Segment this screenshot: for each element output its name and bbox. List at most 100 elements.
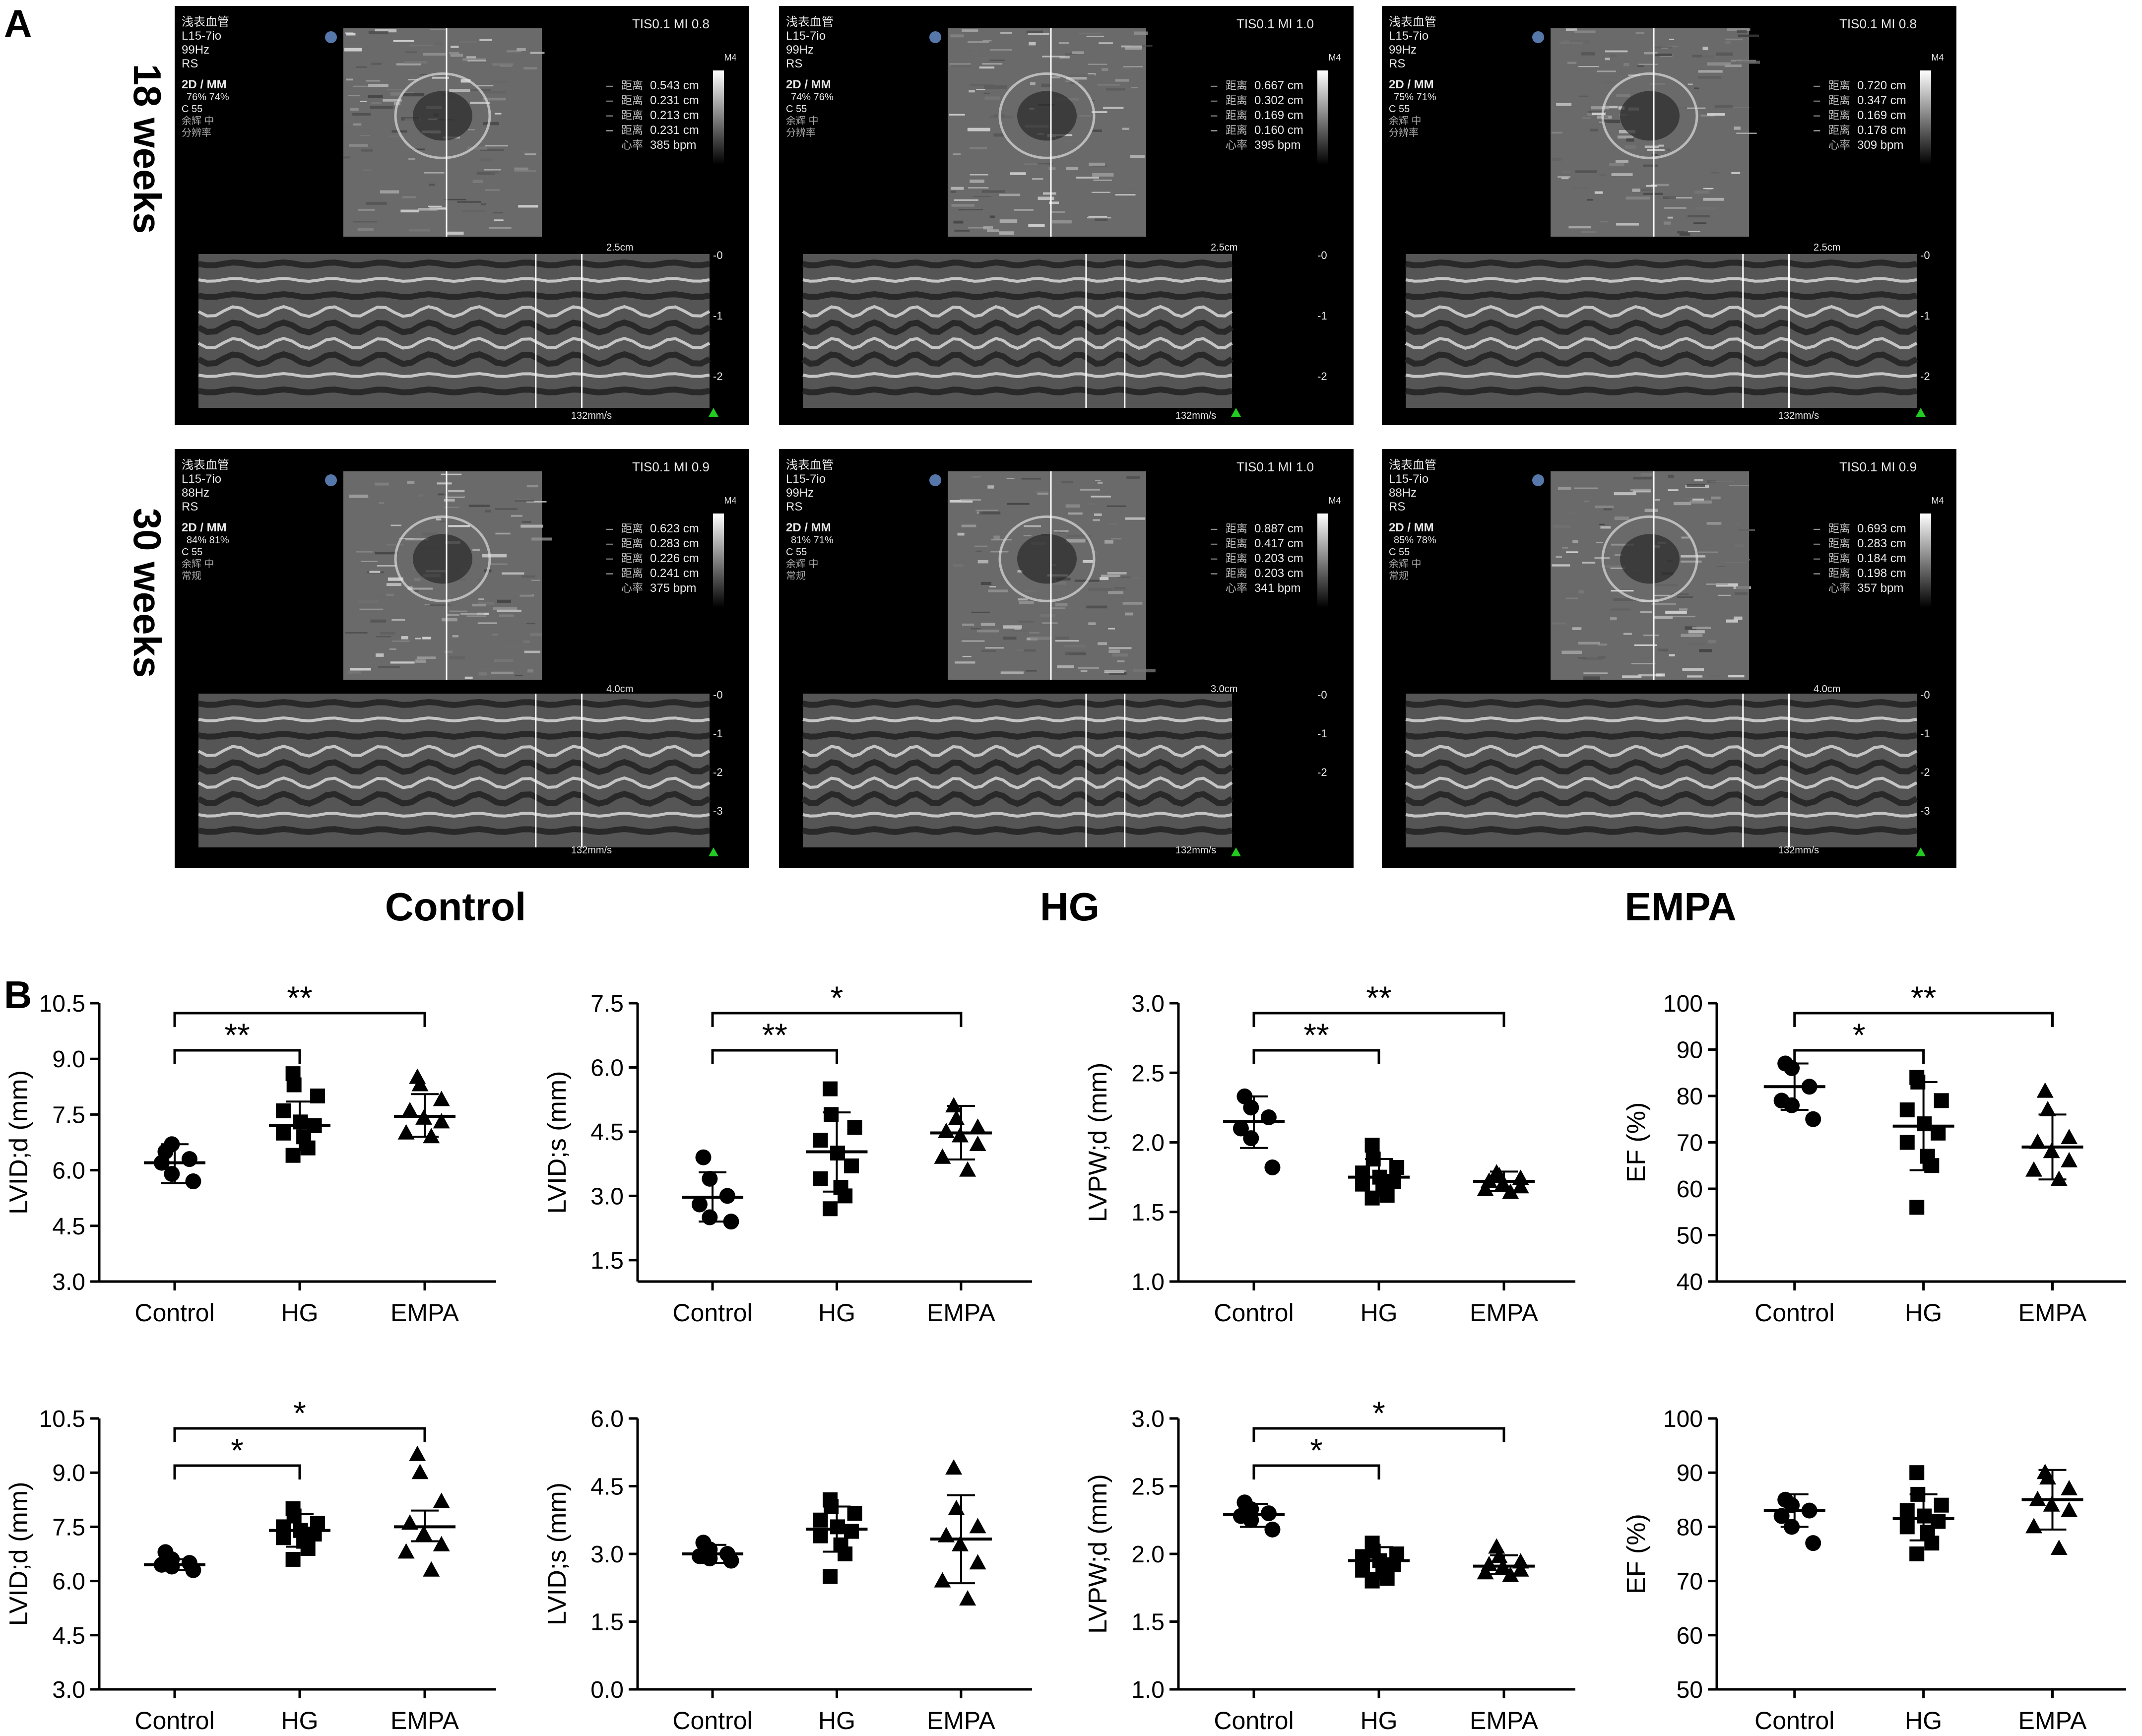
speckle (1677, 231, 1688, 234)
m-mode-band (802, 716, 1233, 723)
speckle (1650, 83, 1665, 85)
data-point-circle (695, 1149, 712, 1165)
m-mode-band (1405, 716, 1917, 723)
distance-label: 距离 (1828, 537, 1850, 550)
speckle (494, 219, 504, 221)
speckle (1658, 144, 1664, 147)
measure-marker: – (1211, 124, 1218, 137)
distance-label: 距离 (1226, 567, 1247, 579)
distance-label: 距离 (621, 109, 643, 122)
y-tick-label: 50 (1677, 1677, 1703, 1703)
speckle (517, 48, 526, 52)
y-tick-label: 6.0 (590, 1406, 624, 1432)
x-tick-label-control: Control (1214, 1707, 1294, 1735)
speckle (1654, 616, 1673, 619)
speckle (511, 514, 522, 517)
speckle (1714, 105, 1733, 108)
speckle (1611, 590, 1634, 592)
speckle (1698, 551, 1718, 553)
speckle (1581, 231, 1596, 234)
speckle (1563, 40, 1576, 43)
speckle (343, 156, 350, 159)
speckle (344, 32, 354, 34)
compression-label: C 55 (786, 104, 807, 115)
mode-label: 2D / MM (786, 521, 831, 534)
speckle (1687, 675, 1703, 678)
probe-model: L15-7io (182, 29, 221, 43)
speckle (350, 108, 359, 111)
speckle (353, 123, 362, 126)
speckle (1688, 643, 1705, 645)
speckle (962, 655, 972, 657)
compression-label: C 55 (1389, 547, 1410, 558)
gain-percent: 81% 71% (791, 535, 834, 546)
speckle (1093, 179, 1112, 181)
speckle (1634, 644, 1657, 646)
green-marker-icon (709, 408, 718, 417)
y-tick-label: 6.0 (52, 1569, 85, 1595)
speckle (361, 149, 373, 152)
data-point-triangle (959, 1590, 976, 1606)
significance-label: * (831, 979, 844, 1016)
speckle (1078, 666, 1099, 669)
speckle (1677, 596, 1693, 598)
y-tick-label: 3.0 (52, 1677, 85, 1703)
speckle (1088, 216, 1107, 217)
speckle (1024, 589, 1036, 592)
speckle (1572, 540, 1578, 543)
ventricle-outline (998, 72, 1096, 159)
speckle (1117, 577, 1131, 578)
speckle (1051, 211, 1065, 213)
y-tick-label: 80 (1677, 1514, 1703, 1541)
speckle (1616, 94, 1630, 97)
speckle (472, 549, 480, 551)
green-marker-icon (709, 847, 718, 856)
depth-label: 4.0cm (1814, 684, 1840, 695)
speckle (950, 34, 964, 38)
speckle (1072, 51, 1084, 54)
y-tick-label: 7.5 (590, 991, 624, 1017)
speckle (1618, 106, 1625, 110)
speckle (518, 205, 538, 208)
speckle (1603, 508, 1613, 511)
speckle (346, 33, 356, 36)
speckle (445, 198, 466, 200)
speckle (1092, 129, 1103, 132)
speckle (1666, 46, 1679, 48)
speckle (1098, 642, 1107, 645)
scatter-chart-7: 1.0 1.5 2.0 2.5 3.0 LVPW;d (mm) Control HG EMPA *… (1084, 1395, 1575, 1735)
speckle (497, 599, 512, 603)
speckle (1048, 201, 1059, 204)
measure-marker: – (1211, 94, 1218, 107)
mode-label: 2D / MM (182, 521, 227, 534)
y-tick-label: 4.5 (590, 1474, 624, 1500)
speckle (344, 48, 362, 52)
speckle (1133, 669, 1156, 673)
y-tick-label: 3.0 (1131, 991, 1165, 1017)
speckle (1121, 45, 1142, 48)
speckle (1046, 531, 1060, 533)
speckle (521, 575, 535, 578)
speckle (470, 61, 486, 63)
speckle (1061, 481, 1073, 484)
data-point-circle (702, 1209, 718, 1225)
speckle (1588, 111, 1606, 113)
speckle (1681, 536, 1689, 539)
speckle (1602, 106, 1618, 109)
data-point-triangle (397, 1543, 415, 1559)
speckle (1064, 53, 1076, 55)
speckle (515, 675, 523, 676)
speckle (429, 184, 435, 186)
m-mode-band (198, 699, 710, 708)
speckle (1130, 155, 1145, 158)
significance-bracket (173, 1049, 301, 1064)
speckle (970, 174, 988, 176)
speckle (488, 227, 512, 229)
speckle (1599, 523, 1605, 525)
sweep-speed-label: 132mm/s (1175, 410, 1216, 421)
speckle (999, 219, 1018, 223)
speckle (953, 153, 961, 155)
speckle (1115, 193, 1136, 196)
speckle (1553, 525, 1571, 528)
speckle (1623, 633, 1632, 635)
